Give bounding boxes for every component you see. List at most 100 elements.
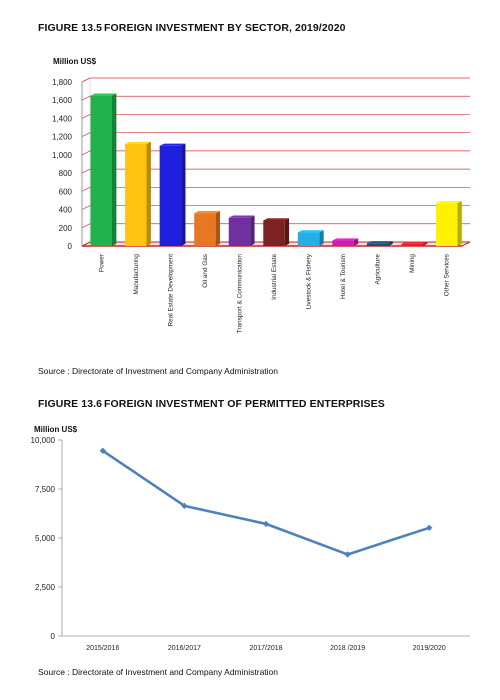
x-category-label: Industrial Estate [271, 254, 278, 300]
y-tick-label: 2,500 [35, 583, 56, 592]
y-tick-label: 1,600 [52, 96, 73, 105]
gridline-depth [81, 187, 91, 192]
figure-title: FOREIGN INVESTMENT BY SECTOR, 2019/2020 [104, 22, 346, 34]
bar-side [215, 211, 221, 246]
sector-bar-chart: 0 200 400 600 800 1,000 1,200 1,400 1,600 1,800 Po… [52, 77, 471, 334]
y-tick-label: 1,400 [52, 114, 73, 123]
bar-livestock-fishery [297, 230, 324, 246]
data-point-marker [262, 520, 270, 528]
y-tick-label: 1,000 [52, 151, 73, 160]
x-category-label: Livestock & Fishery [306, 253, 313, 309]
bar-top [263, 218, 290, 221]
x-category-label: 2016/2017 [168, 645, 201, 652]
x-category-label: 2015/2016 [86, 645, 119, 652]
bar-mining [401, 241, 428, 246]
bar-face [263, 220, 285, 246]
x-category-label: Oil and Gas [202, 254, 209, 288]
bar-oil-and-gas [194, 211, 221, 246]
data-point-marker [426, 524, 433, 532]
bar-manufacturing [125, 141, 151, 246]
y-tick-label: 7,500 [35, 485, 56, 494]
x-category-label: Transport & Communication [236, 254, 243, 334]
figure-number: FIGURE 13.5 [38, 22, 103, 34]
bar-top [332, 238, 359, 241]
bar-side [146, 141, 151, 246]
bar-face [436, 203, 458, 246]
bar-top [90, 93, 117, 96]
bar-side [388, 241, 393, 246]
plot-side-wall [81, 77, 91, 247]
y-tick-label: 1,800 [52, 78, 73, 87]
figure-title: FOREIGN INVESTMENT OF PERMITTED ENTERPRI… [104, 398, 385, 410]
bar-top [401, 241, 428, 244]
y-axis-unit-label: Million US$ [34, 425, 78, 434]
gridline-depth [81, 114, 91, 119]
bar-top [436, 200, 462, 204]
gridline-depth [81, 95, 91, 101]
gridline-depth [81, 77, 91, 83]
bar-side [353, 238, 359, 246]
bar-top [194, 211, 221, 214]
bar-side [319, 230, 324, 246]
x-category-label: 2018 /2019 [330, 645, 365, 652]
figure-number: FIGURE 13.6 [38, 398, 103, 410]
bar-hotel-tourism [332, 238, 359, 246]
y-tick-label: 0 [68, 242, 73, 251]
gridline-depth [81, 132, 91, 137]
bar-transport-communication [228, 215, 255, 246]
bar-face [159, 145, 182, 246]
bar-side [284, 218, 290, 246]
bar-agriculture [366, 241, 393, 246]
y-tick-label: 0 [51, 632, 56, 641]
source-note: Source : Directorate of Investment and C… [38, 667, 279, 677]
y-tick-label: 800 [59, 169, 73, 178]
data-point-marker [99, 447, 106, 454]
x-category-label: Manufacturing [133, 254, 140, 295]
bar-side [457, 200, 462, 246]
bar-face [125, 143, 147, 246]
gridline-depth [81, 223, 91, 229]
series-line [102, 449, 430, 556]
bar-top [228, 215, 255, 218]
y-tick-label: 200 [59, 224, 73, 233]
x-category-label: Agriculture [375, 254, 382, 285]
y-tick-label: 10,000 [31, 436, 56, 445]
data-point-marker [181, 502, 188, 510]
bar-top [159, 143, 186, 146]
bar-top [125, 141, 151, 144]
bar-side [111, 93, 117, 246]
figure-13-5-heading: FIGURE 13.5 FOREIGN INVESTMENT BY SECTOR,… [38, 22, 346, 34]
bar-power [90, 93, 117, 246]
x-category-label: Mining [409, 254, 416, 273]
gridline-depth [81, 205, 91, 210]
gridline-depth [81, 168, 91, 174]
y-tick-label: 600 [59, 187, 73, 196]
x-category-label: Other Services [444, 254, 451, 296]
x-category-label: Real Estate Development [167, 254, 174, 327]
bar-face [297, 232, 320, 246]
x-category-label: Power [98, 253, 105, 272]
bar-side [181, 143, 186, 246]
x-category-label: 2019/2020 [413, 645, 446, 652]
bar-real-estate-development [159, 143, 186, 246]
y-tick-label: 400 [59, 206, 73, 215]
x-category-label: Hotel & Tourism [340, 254, 347, 299]
bar-face [366, 243, 389, 246]
y-tick-label: 1,200 [52, 133, 73, 142]
bar-top [366, 241, 393, 244]
bar-face [90, 95, 112, 246]
permitted-enterprises-line-chart: 0 2,500 5,000 7,500 10,000 2015/2016 2016/2017… [31, 436, 470, 652]
y-tick-label: 5,000 [35, 534, 56, 543]
bar-face [228, 217, 251, 246]
bar-other-services [436, 200, 462, 246]
data-point-marker [344, 551, 351, 558]
bar-side [250, 215, 255, 246]
bar-side [422, 241, 428, 246]
bar-face [332, 240, 354, 246]
bar-face [401, 243, 423, 246]
gridline-depth [81, 150, 91, 156]
bar-industrial-estate [263, 218, 290, 246]
x-category-label: 2017/2018 [249, 645, 282, 652]
figure-13-6-heading: FIGURE 13.6 FOREIGN INVESTMENT OF PERMITT… [38, 398, 385, 410]
y-axis-unit-label: Million US$ [53, 57, 97, 66]
